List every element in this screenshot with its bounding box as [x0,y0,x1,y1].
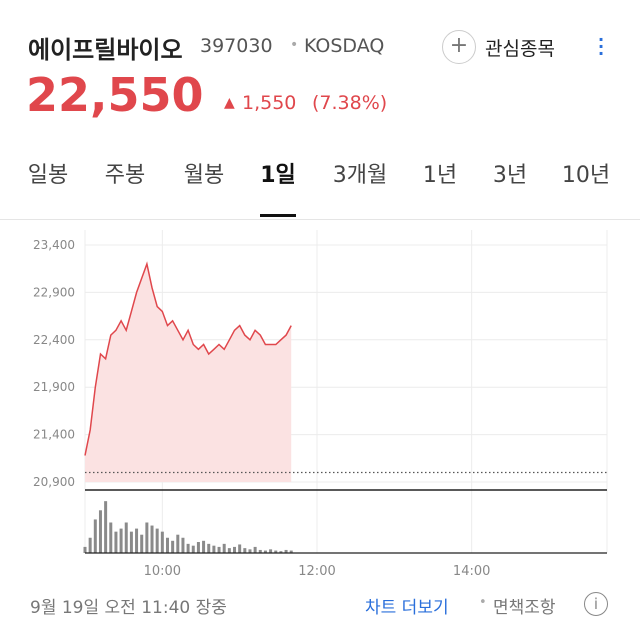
volume-bar [222,543,226,553]
volume-bar [88,537,92,553]
volume-bar [150,525,154,553]
volume-bar [109,522,113,553]
y-tick-label: 22,400 [33,333,75,347]
menu-button[interactable]: · · · [598,30,605,63]
tab-bar: 일봉 주봉 월봉 1일 3개월 1년 3년 10년 [0,155,640,220]
tab[interactable]: 10년 [561,163,611,188]
volume-bar [253,546,257,553]
x-tick-label: 14:00 [453,564,490,579]
market: KOSDAQ [304,35,385,57]
tab[interactable]: 3개월 [332,163,388,188]
timestamp: 9월 19일 오전 11:40 장중 [30,598,227,618]
change-pct: (7.38%) [312,92,388,114]
volume-bar [104,501,108,553]
info-icon[interactable]: i [584,592,608,616]
y-tick-label: 21,900 [33,380,75,394]
separator: • [290,37,299,53]
y-tick-label: 23,400 [33,238,75,252]
stock-name: 에이프릴바이오 [28,36,183,64]
volume-bar [233,546,237,553]
tab[interactable]: 1년 [422,163,458,188]
volume-bar [279,551,283,553]
volume-bar [289,550,293,553]
volume-bar [263,550,267,553]
volume-bar [181,537,185,553]
current-price: 22,550 [26,68,204,122]
volume-bar [227,548,231,553]
dot: • [479,595,487,610]
volume-bar [248,549,252,553]
volume-bar [238,544,242,553]
change: 1,550 [242,92,297,114]
tab[interactable]: 1일 [260,163,296,188]
volume-bar [191,545,195,553]
volume-bar [83,546,87,553]
volume-bar [124,522,128,553]
volume-bar [269,549,273,553]
disclaimer[interactable]: 면책조항 [493,598,556,618]
volume-bar [274,550,278,553]
more-chart[interactable]: 차트 더보기 [365,598,449,618]
volume-bar [145,522,149,553]
volume-bar [165,537,169,553]
change-arrow: ▲ [224,95,235,111]
y-tick-label: 22,900 [33,285,75,299]
stock-code: 397030 [200,35,273,57]
volume-bar [217,546,221,553]
volume-bar [212,545,216,553]
tab-underline [260,214,296,217]
volume-bar [207,543,211,553]
volume-bar [258,549,262,553]
price-line [84,261,292,456]
volume-bar [176,534,180,553]
volume-bar [93,519,97,553]
volume-bar [119,528,123,553]
volume-bar [129,531,133,553]
volume-bar [114,531,118,553]
volume-bar [155,528,159,553]
x-tick-label: 10:00 [144,564,181,579]
volume-bar [135,528,139,553]
watch-icon[interactable]: + [442,30,476,64]
watch-button[interactable]: 관심종목 [485,38,555,60]
volume-bar [160,531,164,553]
tab[interactable]: 일봉 [27,163,69,188]
volume-bar [98,510,102,553]
x-tick-label: 12:00 [298,564,335,579]
y-tick-label: 21,400 [33,428,75,442]
tab[interactable]: 주봉 [104,163,146,188]
volume-bar [186,543,190,553]
volume-bar [140,534,144,553]
volume-bar [196,542,200,553]
tab[interactable]: 3년 [492,163,528,188]
volume-bar [171,540,175,553]
volume-bar [202,540,206,553]
area-fill [85,264,292,482]
volume-bar [284,549,288,553]
volume-bar [243,548,247,553]
tab[interactable]: 월봉 [183,163,225,188]
y-tick-label: 20,900 [33,475,75,489]
